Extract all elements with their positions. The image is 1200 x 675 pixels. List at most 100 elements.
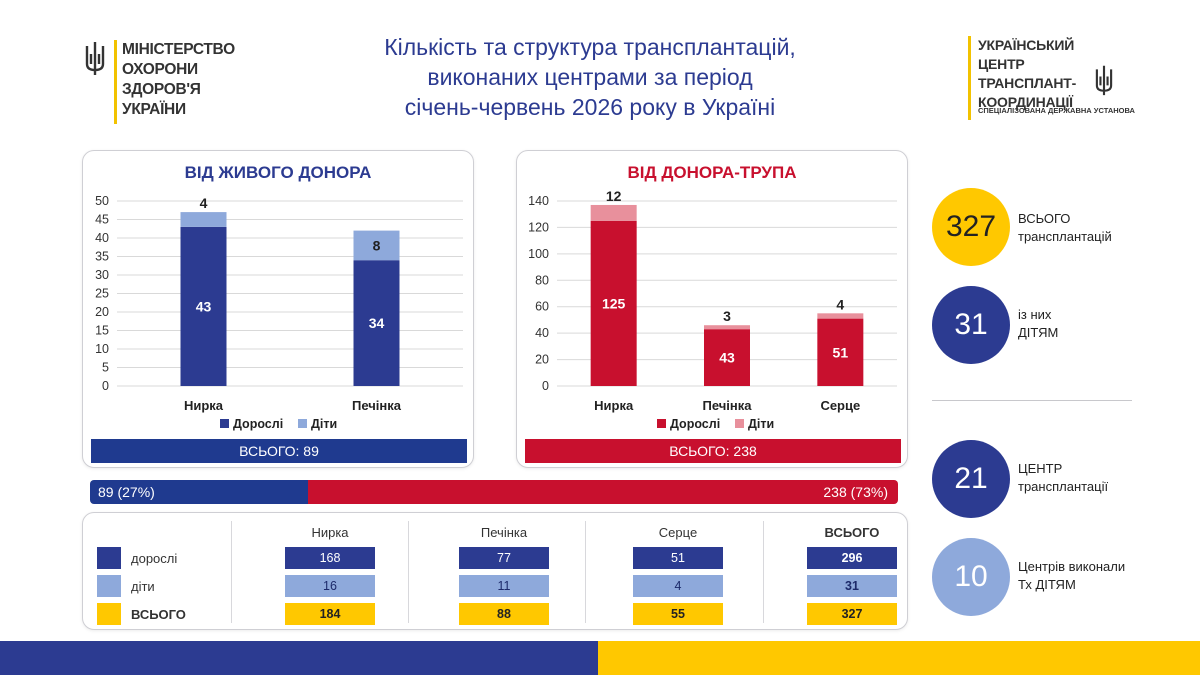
y-tick-label: 0 (102, 379, 109, 393)
legend-children-label: Діти (748, 417, 774, 431)
legend-children-label: Діти (311, 417, 337, 431)
y-tick-label: 45 (95, 213, 109, 227)
column-divider (763, 521, 764, 623)
y-tick-label: 20 (535, 353, 549, 367)
table-cell: 55 (633, 603, 723, 625)
data-label-adults: 34 (369, 315, 385, 331)
column-header-total: ВСЬОГО (824, 525, 880, 540)
table-cell: 51 (633, 547, 723, 569)
bar-adults (704, 329, 750, 386)
legend-children-marker (735, 419, 744, 428)
trident-icon (1095, 65, 1113, 96)
data-label-children: 4 (200, 195, 208, 211)
title-line: січень-червень 2026 року в Україні (404, 94, 776, 120)
deceased-donor-total: ВСЬОГО: 238 (525, 439, 901, 463)
y-tick-label: 25 (95, 287, 109, 301)
column-header-heart: Серце (658, 525, 698, 540)
y-tick-label: 40 (95, 231, 109, 245)
data-label-adults: 125 (602, 295, 626, 311)
legend-total-swatch (97, 603, 121, 625)
legend-children-marker (298, 419, 307, 428)
center-subtitle: СПЕЦІАЛІЗОВАНА ДЕРЖАВНА УСТАНОВА (978, 106, 1135, 115)
bar-adults (180, 226, 227, 386)
x-category-label: Печінка (703, 398, 753, 413)
kpi-label-line: Центрів виконали (1018, 559, 1126, 574)
column-header-liver: Печінка (480, 525, 528, 540)
y-tick-label: 120 (528, 220, 549, 234)
table-cell: 77 (459, 547, 549, 569)
column-divider (231, 521, 232, 623)
ministry-line: УКРАЇНИ (122, 101, 186, 118)
table-cell: 16 (285, 575, 375, 597)
bar-adults (590, 220, 637, 386)
deceased-donor-chart: 0 20 40 60 80 100 120 140 125 12 Нирка 43 3 Печінка 51… (528, 188, 897, 431)
x-category-label: Нирка (184, 398, 224, 413)
data-label-adults: 43 (196, 298, 212, 314)
data-label-adults: 43 (719, 350, 735, 366)
bar-children (180, 212, 227, 227)
kpi-pediatric-centers-label: Центрів виконали Тх ДІТЯМ (1018, 558, 1125, 594)
data-label-children: 3 (723, 308, 731, 324)
x-category-label: Серце (820, 398, 860, 413)
y-tick-label: 15 (95, 324, 109, 338)
y-tick-label: 50 (95, 194, 109, 208)
title-line: Кількість та структура трансплантацій, (384, 34, 796, 60)
y-tick-label: 100 (528, 247, 549, 261)
kpi-centers-label: ЦЕНТР трансплантації (1018, 460, 1108, 496)
legend-kids-swatch (97, 575, 121, 597)
title-line: виконаних центрами за період (427, 64, 753, 90)
kpi-label-line: із них (1018, 307, 1052, 322)
ministry-line: ЗДОРОВ'Я (122, 81, 201, 98)
page-title: Кількість та структура трансплантацій, в… (290, 32, 890, 122)
ministry-name: МІНІСТЕРСТВО ОХОРОНИ ЗДОРОВ'Я УКРАЇНИ (122, 40, 242, 120)
kpi-label-line: трансплантацій (1018, 229, 1112, 244)
bar-children (590, 204, 637, 221)
bar-children (353, 230, 400, 261)
data-label-children: 12 (606, 188, 622, 204)
center-line: ТРАНСПЛАНТ- (978, 75, 1077, 91)
center-line: УКРАЇНСЬКИЙ ЦЕНТР (978, 37, 1075, 72)
y-tick-label: 35 (95, 250, 109, 264)
row-label-adults: дорослі (131, 551, 178, 566)
kpi-label-line: ВСЬОГО (1018, 211, 1071, 226)
y-tick-label: 30 (95, 268, 109, 282)
column-divider (408, 521, 409, 623)
table-cell: 88 (459, 603, 549, 625)
center-name: УКРАЇНСЬКИЙ ЦЕНТР ТРАНСПЛАНТ- КООРДИНАЦІ… (978, 36, 1118, 112)
row-label-kids: діти (131, 579, 155, 594)
y-tick-label: 10 (95, 342, 109, 356)
kpi-label-line: ЦЕНТР (1018, 461, 1063, 476)
footer-blue-band (0, 641, 598, 675)
bar-children (704, 325, 750, 330)
kpi-children-circle: 31 (932, 286, 1010, 364)
y-tick-label: 60 (535, 300, 549, 314)
transplant-center-logo: УКРАЇНСЬКИЙ ЦЕНТР ТРАНСПЛАНТ- КООРДИНАЦІ… (968, 36, 1138, 126)
table-cell: 31 (807, 575, 897, 597)
table-cell: 296 (807, 547, 897, 569)
column-divider (585, 521, 586, 623)
y-tick-label: 40 (535, 326, 549, 340)
summary-table: дорослі діти ВСЬОГО Нирка Печінка Серце … (82, 512, 908, 630)
column-header-kidney: Нирка (311, 525, 349, 540)
ministry-logo-divider (114, 40, 117, 124)
y-tick-label: 80 (535, 273, 549, 287)
live-donor-title: ВІД ЖИВОГО ДОНОРА (184, 163, 372, 182)
footer-yellow-band (598, 641, 1200, 675)
kpi-pediatric-centers-circle: 10 (932, 538, 1010, 616)
kpi-label-line: Тх ДІТЯМ (1018, 577, 1076, 592)
table-cell: 4 (633, 575, 723, 597)
x-category-label: Печінка (352, 398, 402, 413)
donor-split-bar: 89 (27%) 238 (73%) (90, 480, 898, 504)
data-label-children: 8 (373, 237, 381, 253)
y-tick-label: 140 (528, 194, 549, 208)
table-cell: 11 (459, 575, 549, 597)
bar-children (817, 313, 864, 319)
split-deceased-segment: 238 (73%) (308, 480, 898, 504)
ministry-line: ОХОРОНИ (122, 61, 198, 78)
bar-adults (353, 260, 400, 386)
legend-adults-swatch (97, 547, 121, 569)
legend-adults-marker (657, 419, 666, 428)
kpi-centers-circle: 21 (932, 440, 1010, 518)
y-tick-label: 5 (102, 361, 109, 375)
deceased-donor-panel: ВІД ДОНОРА-ТРУПА 0 20 40 60 80 100 120 140 125 12… (516, 150, 908, 468)
